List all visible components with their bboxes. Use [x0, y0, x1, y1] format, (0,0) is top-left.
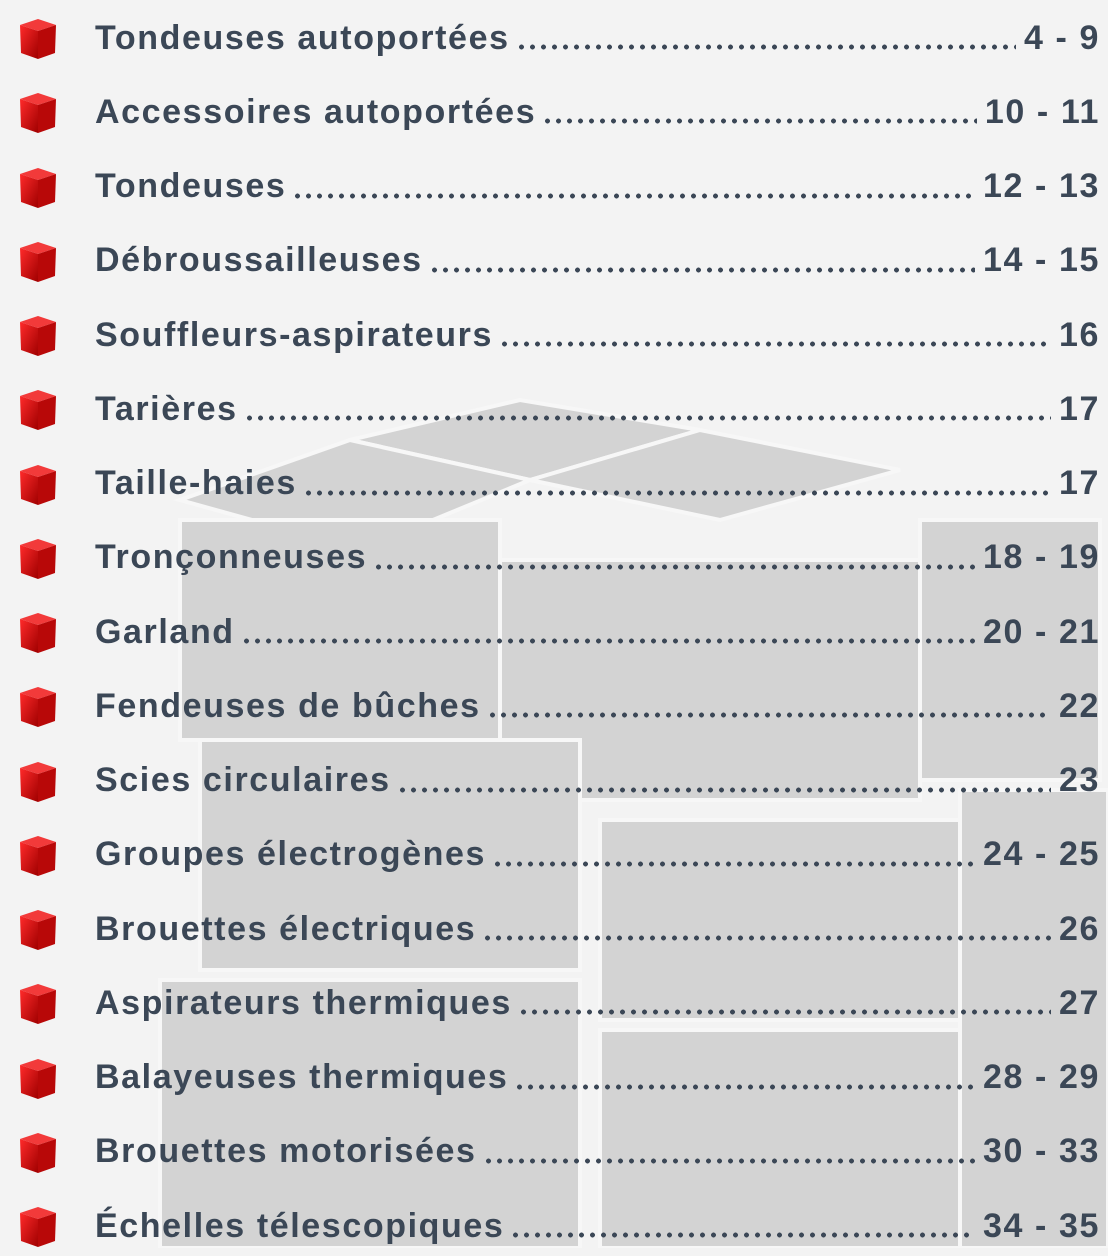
entry-pages: 23 [1059, 761, 1100, 800]
entry-pages: 26 [1059, 910, 1100, 949]
toc-entry: Tondeuses autoportées 4 - 9 [0, 8, 1108, 68]
bullet-cube [16, 314, 60, 358]
entry-title: Débroussailleuses [95, 241, 423, 280]
dot-leader [482, 934, 1051, 942]
entry-title: Balayeuses thermiques [95, 1058, 508, 1097]
dot-leader [487, 711, 1051, 719]
toc-entry: Groupes électrogènes 24 - 25 [0, 825, 1108, 885]
toc-entry: Débroussailleuses 14 - 15 [0, 231, 1108, 291]
entry-pages: 16 [1059, 316, 1100, 355]
dot-leader [244, 414, 1051, 422]
entry-title: Taille-haies [95, 464, 297, 503]
toc-entry: Souffleurs-aspirateurs 16 [0, 305, 1108, 365]
dot-leader [397, 786, 1051, 794]
toc-entry: Tondeuses 12 - 13 [0, 157, 1108, 217]
entry-pages: 10 - 11 [985, 93, 1100, 132]
dot-leader [429, 266, 975, 274]
entry-pages: 20 - 21 [983, 613, 1100, 652]
toc-entry: Brouettes électriques 26 [0, 899, 1108, 959]
page: Tondeuses autoportées 4 - 9 Accessoires au… [0, 0, 1108, 1248]
bullet-cube [16, 91, 60, 135]
toc-entry: Aspirateurs thermiques 27 [0, 973, 1108, 1033]
toc-entry: Tronçonneuses 18 - 19 [0, 528, 1108, 588]
dot-leader [483, 1157, 975, 1165]
bullet-cube [16, 537, 60, 581]
entry-pages: 34 - 35 [983, 1207, 1100, 1246]
bullet-cube [16, 760, 60, 804]
entry-title: Échelles télescopiques [95, 1207, 504, 1246]
dot-leader [241, 637, 975, 645]
toc-entry: Tarières 17 [0, 379, 1108, 439]
bullet-cube [16, 1057, 60, 1101]
bullet-cube [16, 463, 60, 507]
toc-entry: Échelles télescopiques 34 - 35 [0, 1196, 1108, 1256]
entry-title: Tronçonneuses [95, 538, 367, 577]
bullet-cube [16, 1205, 60, 1249]
entry-title: Tarières [95, 390, 238, 429]
toc-entry: Balayeuses thermiques 28 - 29 [0, 1048, 1108, 1108]
bullet-cube [16, 240, 60, 284]
entry-title: Accessoires autoportées [95, 93, 536, 132]
entry-title: Brouettes électriques [95, 910, 476, 949]
dot-leader [516, 43, 1016, 51]
entry-title: Brouettes motorisées [95, 1132, 477, 1171]
entry-pages: 24 - 25 [983, 835, 1100, 874]
dot-leader [514, 1083, 974, 1091]
entry-title: Groupes électrogènes [95, 835, 486, 874]
entry-pages: 4 - 9 [1024, 19, 1100, 58]
entry-pages: 27 [1059, 984, 1100, 1023]
bullet-cube [16, 908, 60, 952]
dot-leader [292, 192, 975, 200]
bullet-cube [16, 685, 60, 729]
bullet-cube [16, 834, 60, 878]
entry-title: Fendeuses de bûches [95, 687, 481, 726]
entry-pages: 28 - 29 [983, 1058, 1100, 1097]
entry-title: Garland [95, 613, 235, 652]
entry-pages: 17 [1059, 464, 1100, 503]
bullet-cube [16, 1131, 60, 1175]
bullet-cube [16, 982, 60, 1026]
entry-pages: 14 - 15 [983, 241, 1100, 280]
toc-entry: Brouettes motorisées 30 - 33 [0, 1122, 1108, 1182]
bullet-cube [16, 611, 60, 655]
entry-pages: 18 - 19 [983, 538, 1100, 577]
toc-entry: Accessoires autoportées 10 - 11 [0, 82, 1108, 142]
bullet-cube [16, 17, 60, 61]
entry-title: Tondeuses [95, 167, 286, 206]
entry-pages: 30 - 33 [983, 1132, 1100, 1171]
entry-pages: 17 [1059, 390, 1100, 429]
toc-entry: Fendeuses de bûches 22 [0, 676, 1108, 736]
dot-leader [303, 489, 1051, 497]
bullet-cube [16, 388, 60, 432]
toc-entry: Garland 20 - 21 [0, 602, 1108, 662]
dot-leader [542, 117, 977, 125]
entry-title: Tondeuses autoportées [95, 19, 510, 58]
entry-title: Scies circulaires [95, 761, 391, 800]
entry-pages: 22 [1059, 687, 1100, 726]
entry-pages: 12 - 13 [983, 167, 1100, 206]
toc-entry: Taille-haies 17 [0, 454, 1108, 514]
dot-leader [518, 1008, 1051, 1016]
entry-title: Aspirateurs thermiques [95, 984, 512, 1023]
dot-leader [492, 860, 975, 868]
entry-title: Souffleurs-aspirateurs [95, 316, 493, 355]
dot-leader [510, 1231, 975, 1239]
dot-leader [499, 340, 1051, 348]
dot-leader [373, 563, 975, 571]
toc-entry: Scies circulaires 23 [0, 751, 1108, 811]
bullet-cube [16, 166, 60, 210]
